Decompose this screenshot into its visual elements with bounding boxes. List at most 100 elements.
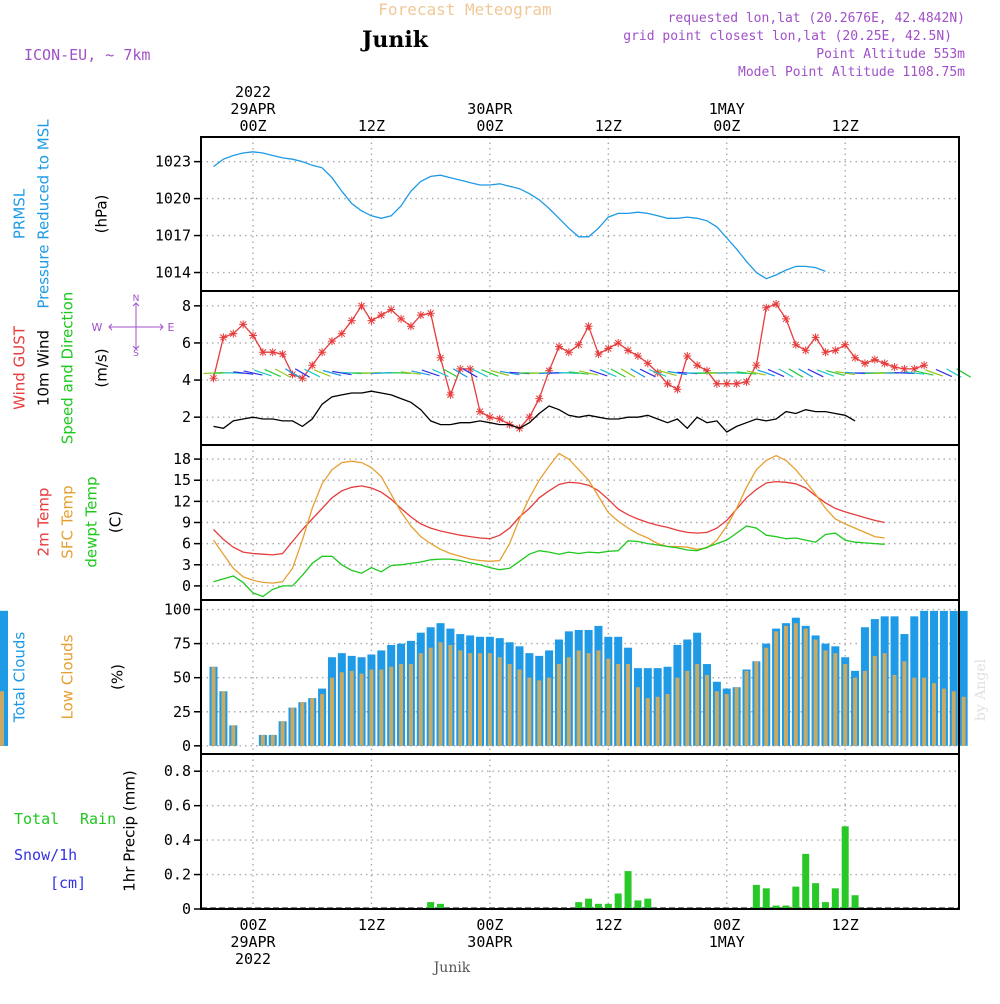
bottom-time-label: 00Z: [713, 916, 740, 934]
bottom-time-label: 12Z: [595, 916, 622, 934]
low-cloud-bar: [952, 691, 956, 746]
info-line-3: Point Altitude 553m: [816, 47, 965, 62]
low-cloud-bar: [557, 664, 561, 746]
precip-label-snow: Snow/1h: [14, 846, 77, 864]
gust-marker: [634, 352, 642, 360]
gust-marker: [604, 345, 612, 353]
series-line-wind-0: [214, 304, 925, 428]
low-cloud-bar: [784, 626, 788, 746]
gust-marker: [723, 380, 731, 388]
low-cloud-bar: [804, 629, 808, 746]
gust-marker: [476, 408, 484, 416]
low-cloud-bar: [300, 702, 304, 746]
gust-marker: [239, 320, 247, 328]
y-tick-label-pressure: 1014: [155, 264, 191, 282]
low-cloud-bar: [695, 664, 699, 746]
top-time-label: 12Z: [358, 117, 385, 135]
low-cloud-bar: [754, 661, 758, 745]
low-cloud-bar: [685, 671, 689, 746]
low-cloud-bar: [409, 664, 413, 746]
compass-arrows: [109, 303, 163, 349]
low-cloud-bar: [705, 675, 709, 746]
series-line-pressure-0: [214, 152, 826, 279]
rain-bar: [634, 900, 641, 909]
info-line-2: grid point closest lon,lat (20.25E, 42.5…: [623, 29, 952, 44]
rain-bar: [842, 826, 849, 909]
gust-marker: [486, 413, 494, 421]
compass-east: E: [168, 321, 175, 334]
low-cloud-bar: [902, 661, 906, 745]
low-cloud-bar: [537, 680, 541, 745]
gust-marker: [249, 332, 257, 340]
low-cloud-bar: [508, 664, 512, 746]
axis-label-pressure: PRMSL: [11, 188, 29, 239]
gust-marker: [219, 333, 227, 341]
rain-bar: [822, 902, 829, 909]
compass-south: S: [133, 349, 139, 359]
bottom-time-label: 2022: [235, 950, 271, 968]
gust-marker: [920, 361, 928, 369]
gust-marker: [644, 359, 652, 367]
rain-bar: [832, 888, 839, 909]
low-cloud-bar: [330, 678, 334, 746]
axis-label-temperature: (C): [107, 511, 125, 533]
gust-marker: [585, 322, 593, 330]
top-time-label: 1MAY: [709, 100, 745, 118]
low-cloud-bar: [221, 691, 225, 746]
gust-marker: [891, 363, 899, 371]
top-time-label: 00Z: [713, 117, 740, 135]
gust-marker: [387, 306, 395, 314]
y-tick-label-clouds: 25: [173, 703, 191, 721]
low-cloud-bar: [271, 735, 275, 746]
gust-marker: [802, 346, 810, 354]
axis-label-temperature: 2m Temp: [35, 488, 53, 557]
chart-subtitle: Forecast Meteogram: [378, 0, 551, 19]
y-tick-label-temperature: 15: [173, 471, 191, 489]
low-cloud-bar: [883, 653, 887, 746]
series-line-wind-1: [214, 391, 856, 432]
low-cloud-bar: [893, 675, 897, 746]
low-cloud-bar: [439, 642, 443, 746]
top-time-label: 00Z: [476, 117, 503, 135]
gust-marker: [397, 315, 405, 323]
axis-label-wind: (m/s): [93, 348, 111, 387]
low-cloud-bar: [646, 698, 650, 746]
y-tick-label-temperature: 12: [173, 492, 191, 510]
top-time-label: 00Z: [239, 117, 266, 135]
credit-watermark: by Angel: [973, 658, 989, 721]
rain-bar: [644, 899, 651, 909]
low-cloud-bar: [873, 656, 877, 746]
low-cloud-bar: [863, 671, 867, 746]
low-cloud-bar: [498, 657, 502, 746]
gust-marker: [831, 346, 839, 354]
precip-axis-label: 1hr Precip (mm): [121, 770, 139, 891]
axis-label-clouds: Low Clouds: [59, 634, 77, 719]
low-cloud-bar: [853, 678, 857, 746]
rain-bar: [585, 899, 592, 909]
y-tick-label-clouds: 0: [182, 737, 191, 755]
rain-bar: [625, 871, 632, 909]
rain-bar: [427, 902, 434, 909]
bottom-time-label: 00Z: [239, 916, 266, 934]
low-cloud-bar: [281, 721, 285, 746]
compass-north: N: [133, 294, 140, 304]
gust-marker: [407, 322, 415, 330]
y-tick-label-pressure: 1020: [155, 190, 191, 208]
low-cloud-bar: [567, 657, 571, 746]
low-cloud-bar: [527, 678, 531, 746]
gust-marker: [624, 346, 632, 354]
low-cloud-bar: [369, 670, 373, 746]
rain-bar: [753, 885, 760, 909]
y-tick-label-pressure: 1017: [155, 227, 191, 245]
top-time-label: 12Z: [595, 117, 622, 135]
gust-marker: [743, 378, 751, 386]
precip-label-cm: [cm]: [50, 874, 86, 892]
gust-marker: [565, 348, 573, 356]
bottom-time-label: 1MAY: [709, 933, 745, 951]
gust-marker: [269, 348, 277, 356]
gust-marker: [308, 361, 316, 369]
gust-marker: [575, 341, 583, 349]
bottom-time-label: 12Z: [358, 916, 385, 934]
low-cloud-bar: [962, 697, 966, 746]
